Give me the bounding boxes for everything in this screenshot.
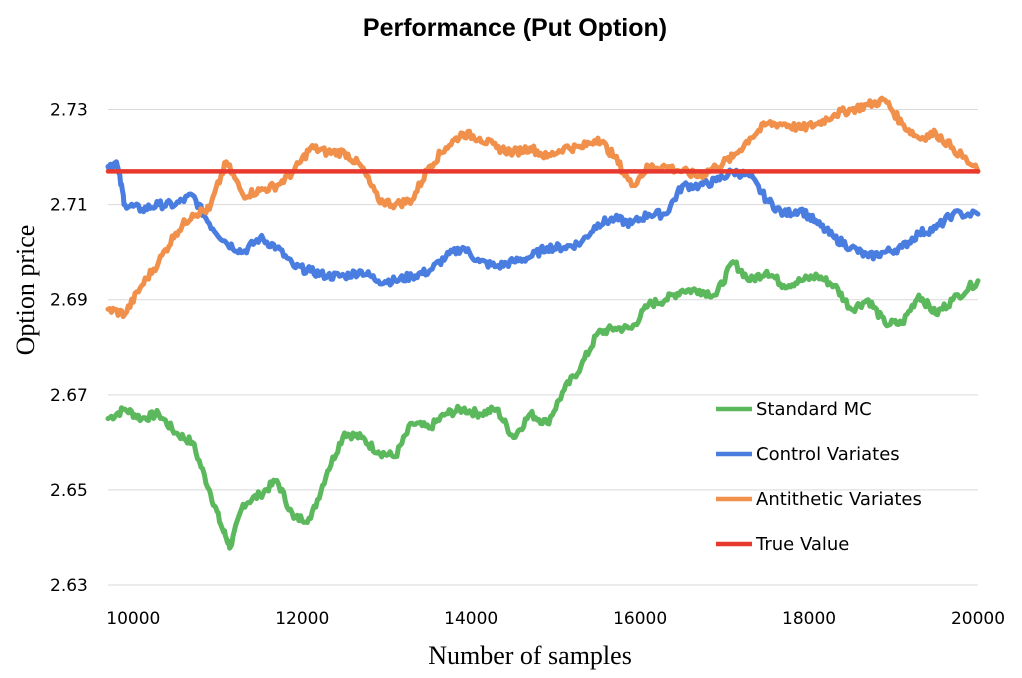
x-tick-label: 16000 (613, 609, 667, 629)
x-tick-label: 14000 (444, 609, 498, 629)
x-tick-label: 10000 (106, 609, 160, 629)
legend-label: Standard MC (756, 399, 872, 420)
y-axis-label: Option price (11, 225, 40, 356)
y-tick-label: 2.71 (50, 196, 88, 216)
legend-label: True Value (755, 534, 849, 555)
legend-label: Control Variates (756, 444, 900, 465)
legend: Standard MC Control Variates Antithetic Va… (716, 399, 922, 555)
y-axis-ticks: 2.63 2.65 2.67 2.69 2.71 2.73 (50, 101, 88, 596)
gridlines (108, 109, 978, 586)
y-tick-label: 2.69 (50, 291, 88, 311)
y-tick-label: 2.73 (50, 101, 88, 121)
x-axis-ticks: 10000 12000 14000 16000 18000 20000 (106, 609, 1005, 629)
chart-title: Performance (Put Option) (363, 14, 667, 42)
y-tick-label: 2.67 (50, 386, 88, 406)
y-tick-label: 2.65 (50, 481, 88, 501)
y-tick-label: 2.63 (50, 576, 88, 596)
series-line-control-variates (105, 159, 981, 288)
series-line-standard-mc (105, 259, 981, 551)
x-tick-label: 20000 (951, 609, 1005, 629)
series-lines (105, 95, 981, 551)
x-tick-label: 12000 (275, 609, 329, 629)
series-line-antithetic-variates (105, 95, 981, 320)
legend-label: Antithetic Variates (756, 489, 922, 510)
x-axis-label: Number of samples (428, 641, 632, 670)
x-tick-label: 18000 (782, 609, 836, 629)
